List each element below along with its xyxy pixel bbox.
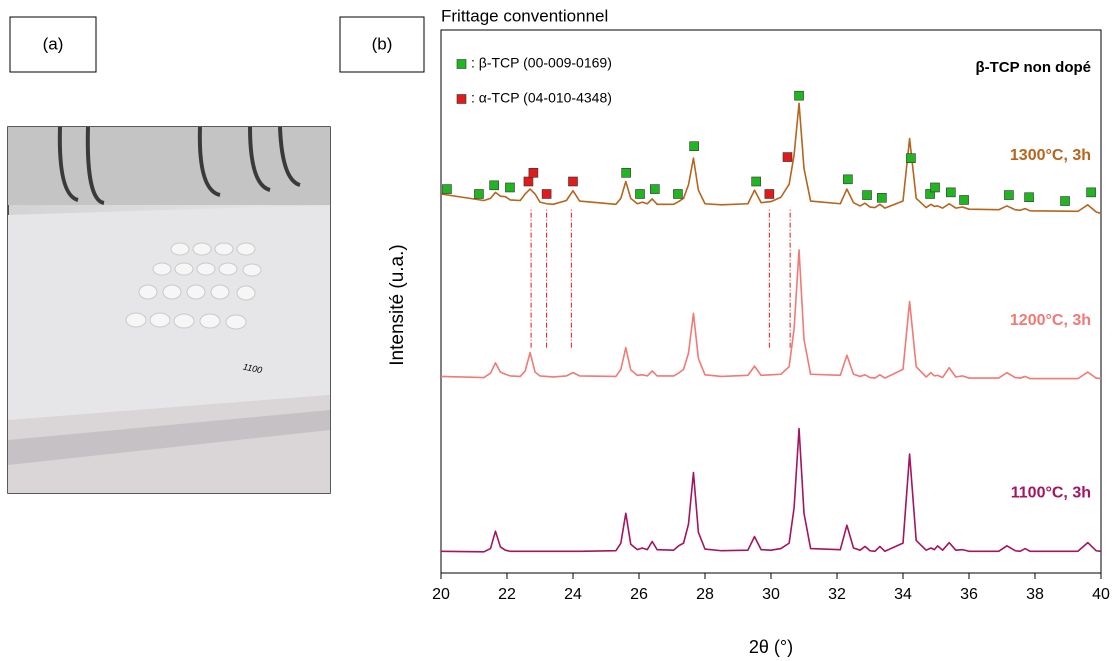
phase-marker xyxy=(568,176,578,187)
x-tick-label: 30 xyxy=(762,586,780,603)
phase-marker xyxy=(523,176,534,187)
series-label: 1200°C, 3h xyxy=(1010,312,1091,329)
phase-marker xyxy=(1086,187,1096,198)
phase-marker xyxy=(621,168,631,178)
phase-marker xyxy=(862,190,872,200)
phase-marker xyxy=(782,152,793,162)
phase-marker xyxy=(877,192,887,203)
phase-marker xyxy=(541,189,552,199)
annotation: β-TCP non dopé xyxy=(975,59,1091,76)
photo-marking: 1100 xyxy=(242,361,263,375)
phase-marker xyxy=(689,141,699,152)
series-label: 1300°C, 3h xyxy=(1010,147,1091,164)
phase-marker xyxy=(843,174,853,185)
panel-label: (a) xyxy=(43,34,64,53)
xrd-line xyxy=(440,249,1102,380)
xrd-line xyxy=(440,427,1102,553)
x-tick-label: 22 xyxy=(498,586,516,603)
plot-frame xyxy=(440,29,1102,574)
phase-marker xyxy=(764,189,775,199)
x-tick-label: 36 xyxy=(960,586,978,603)
x-tick-label: 20 xyxy=(432,586,450,603)
phase-marker xyxy=(930,182,940,193)
phase-marker xyxy=(794,90,804,101)
x-tick-label: 28 xyxy=(696,586,714,603)
legend-label: : α-TCP (04-010-4348) xyxy=(471,90,612,106)
phase-marker xyxy=(635,189,645,199)
phase-marker xyxy=(959,195,969,205)
label-box xyxy=(339,16,425,73)
photo: 1100 xyxy=(7,126,331,494)
phase-marker xyxy=(1004,190,1014,200)
phase-marker xyxy=(925,189,935,199)
panel-label: (b) xyxy=(372,34,393,53)
x-tick-label: 26 xyxy=(630,586,648,603)
phase-marker xyxy=(505,182,515,193)
phase-marker xyxy=(946,187,956,198)
phase-marker xyxy=(528,168,539,178)
x-tick-label: 34 xyxy=(894,586,912,603)
phase-marker xyxy=(650,184,660,194)
xrd-line xyxy=(440,102,1102,215)
phase-marker xyxy=(489,180,499,191)
legend-label: : β-TCP (00-009-0169) xyxy=(471,55,612,71)
y-axis-label: Intensité (u.a.) xyxy=(387,244,408,365)
phase-marker xyxy=(906,153,916,163)
x-tick-label: 40 xyxy=(1092,586,1110,603)
legend-swatch xyxy=(456,94,467,104)
chart-title: Frittage conventionnel xyxy=(441,6,608,25)
x-tick-label: 32 xyxy=(828,586,846,603)
x-tick-label: 38 xyxy=(1026,586,1044,603)
phase-marker xyxy=(442,184,452,194)
series-label: 1100°C, 3h xyxy=(1011,484,1091,501)
x-axis-label: 2θ (°) xyxy=(749,637,793,657)
phase-marker xyxy=(751,176,761,187)
phase-marker xyxy=(1060,196,1070,206)
label-box xyxy=(9,16,97,73)
x-tick-label: 24 xyxy=(564,586,582,603)
phase-marker xyxy=(673,189,683,199)
phase-marker xyxy=(474,189,484,199)
phase-marker xyxy=(1024,192,1034,203)
legend-swatch xyxy=(456,59,467,69)
